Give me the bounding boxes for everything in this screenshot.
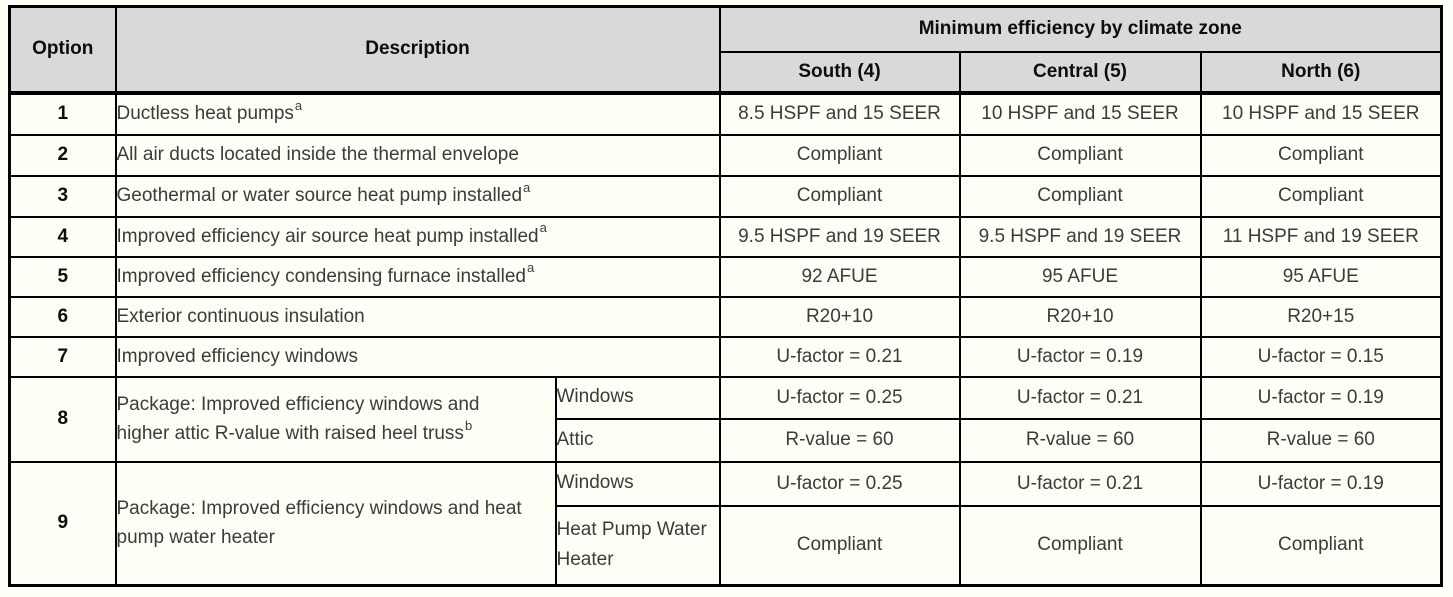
col-header-south: South (4)	[718, 50, 961, 94]
value-cell-north: Compliant	[1199, 504, 1443, 587]
value-cell-north: Compliant	[1199, 133, 1443, 177]
option-cell: 8	[8, 375, 117, 463]
footnote-marker: a	[526, 260, 535, 276]
value-cell-south: 92 AFUE	[718, 255, 961, 298]
value-cell-north: U-factor = 0.15	[1199, 335, 1443, 378]
value-cell-south: Compliant	[718, 174, 961, 218]
option-cell: 5	[8, 255, 117, 298]
value-cell-central: 10 HSPF and 15 SEER	[958, 90, 1202, 136]
table-row-option-8-windows: 8 Package: Improved efficiency windows a…	[8, 375, 1443, 463]
option-cell: 4	[8, 215, 117, 258]
table-row-option-2: 2 All air ducts located inside the therm…	[8, 133, 1443, 177]
value-cell-north: R-value = 60	[1199, 417, 1443, 463]
value-cell-central: R-value = 60	[958, 417, 1202, 463]
value-cell-south: U-factor = 0.21	[718, 335, 961, 378]
description-text: Exterior continuous insulation	[116, 305, 365, 327]
value-cell-central: Compliant	[958, 504, 1202, 587]
value-cell-south: U-factor = 0.25	[718, 375, 961, 420]
value-cell-north: 10 HSPF and 15 SEER	[1199, 90, 1443, 136]
description-cell: Exterior continuous insulation	[114, 295, 721, 338]
option-cell: 6	[8, 295, 117, 338]
table-row-option-4: 4 Improved efficiency air source heat pu…	[8, 215, 1443, 258]
value-cell-central: U-factor = 0.21	[958, 460, 1202, 507]
value-cell-south: R-value = 60	[718, 417, 961, 463]
value-cell-north: U-factor = 0.19	[1199, 375, 1443, 420]
value-cell-central: Compliant	[958, 174, 1202, 218]
table-row-option-7: 7 Improved efficiency windows U-factor =…	[8, 335, 1443, 378]
value-cell-north: R20+15	[1199, 295, 1443, 338]
footnote-marker: a	[523, 179, 531, 195]
value-cell-south: 8.5 HSPF and 15 SEER	[718, 90, 961, 136]
value-cell-north: U-factor = 0.19	[1199, 460, 1443, 507]
value-cell-north: 11 HSPF and 19 SEER	[1199, 215, 1443, 258]
efficiency-table: Option Description Minimum efficiency by…	[8, 5, 1443, 587]
table-row-option-1: 1 Ductless heat pumpsa 8.5 HSPF and 15 S…	[8, 90, 1443, 136]
option-cell: 9	[8, 460, 117, 587]
option-cell: 7	[8, 335, 117, 378]
header-row-top: Option Description Minimum efficiency by…	[8, 5, 1443, 94]
option-cell: 3	[8, 174, 117, 218]
value-cell-central: U-factor = 0.19	[958, 335, 1202, 378]
description-cell: Package: Improved efficiency windows and…	[114, 460, 557, 587]
value-cell-central: 9.5 HSPF and 19 SEER	[958, 215, 1202, 258]
value-cell-south: Compliant	[718, 504, 961, 587]
subcomponent-cell: Windows	[554, 460, 721, 507]
option-cell: 2	[8, 133, 117, 177]
subcomponent-cell: Heat Pump Water Heater	[554, 504, 721, 587]
col-header-description: Description	[114, 5, 721, 94]
col-header-north: North (6)	[1199, 50, 1443, 94]
table-row-option-6: 6 Exterior continuous insulation R20+10 …	[8, 295, 1443, 338]
value-cell-north: Compliant	[1199, 174, 1443, 218]
table-row-option-9-water-heater: Heat Pump Water Heater Compliant Complia…	[10, 504, 1443, 587]
value-cell-south: U-factor = 0.25	[718, 460, 961, 507]
table-row-option-3: 3 Geothermal or water source heat pump i…	[8, 174, 1443, 218]
description-text: Improved efficiency condensing furnace i…	[116, 265, 526, 287]
description-text: Improved efficiency air source heat pump…	[116, 225, 539, 247]
description-cell: Geothermal or water source heat pump ins…	[114, 174, 721, 218]
subcomponent-cell: Attic	[554, 417, 721, 463]
description-cell: Ductless heat pumpsa	[114, 90, 721, 136]
option-cell: 1	[8, 90, 117, 136]
table-row-option-8-attic: Attic R-value = 60 R-value = 60 R-value …	[10, 417, 1443, 463]
value-cell-central: R20+10	[958, 295, 1202, 338]
footnote-marker: b	[464, 417, 473, 433]
description-text: Geothermal or water source heat pump ins…	[116, 185, 523, 207]
value-cell-central: U-factor = 0.21	[958, 375, 1202, 420]
description-cell: Improved efficiency air source heat pump…	[114, 215, 721, 258]
value-cell-north: 95 AFUE	[1199, 255, 1443, 298]
table-row-option-5: 5 Improved efficiency condensing furnace…	[8, 255, 1443, 298]
footnote-marker: a	[539, 220, 547, 236]
description-text: Improved efficiency windows	[116, 345, 358, 367]
header-row-zones: South (4) Central (5) North (6)	[10, 50, 1443, 94]
description-cell: Package: Improved efficiency windows and…	[114, 375, 557, 463]
col-header-central: Central (5)	[958, 50, 1202, 94]
description-text: Package: Improved efficiency windows and…	[116, 497, 522, 549]
description-cell: Improved efficiency condensing furnace i…	[114, 255, 721, 298]
description-text: Ductless heat pumps	[116, 103, 294, 125]
subcomponent-cell: Windows	[554, 375, 721, 420]
value-cell-central: 95 AFUE	[958, 255, 1202, 298]
value-cell-south: 9.5 HSPF and 19 SEER	[718, 215, 961, 258]
description-text: Package: Improved efficiency windows and…	[116, 393, 480, 444]
value-cell-south: R20+10	[718, 295, 961, 338]
description-cell: All air ducts located inside the thermal…	[114, 133, 721, 177]
footnote-marker: a	[294, 97, 303, 113]
col-header-climate-group: Minimum efficiency by climate zone	[718, 5, 1443, 53]
value-cell-south: Compliant	[718, 133, 961, 177]
description-cell: Improved efficiency windows	[114, 335, 721, 378]
col-header-option: Option	[8, 5, 117, 94]
table-row-option-9-windows: 9 Package: Improved efficiency windows a…	[8, 460, 1443, 587]
value-cell-central: Compliant	[958, 133, 1202, 177]
description-text: All air ducts located inside the thermal…	[116, 144, 519, 166]
